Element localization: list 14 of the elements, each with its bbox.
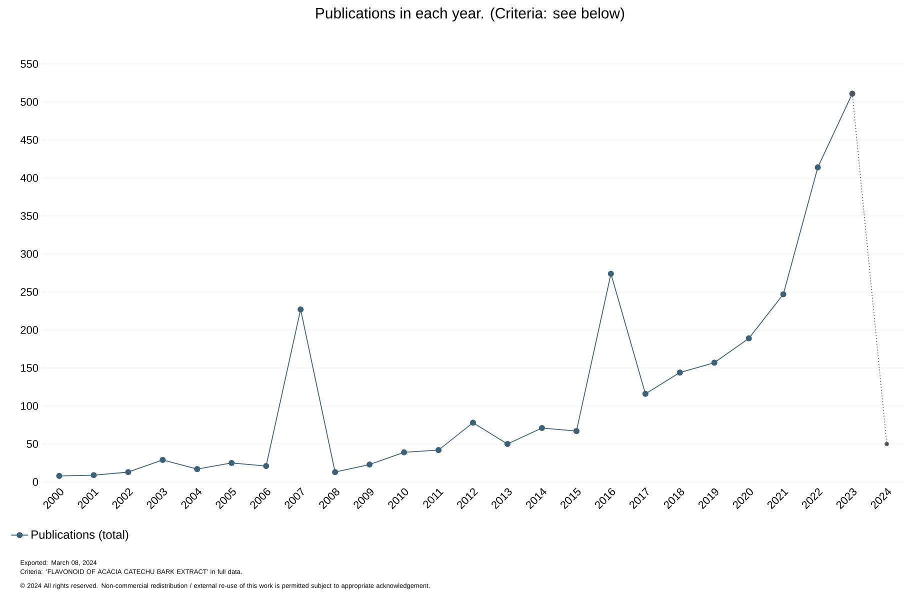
y-tick-label: 100 — [21, 402, 38, 410]
y-tick-label: 0 — [32, 478, 38, 486]
y-tick-label: 50 — [26, 440, 38, 448]
y-tick-label: 250 — [20, 288, 38, 296]
y-tick-label: 150 — [21, 364, 38, 372]
y-tick-label: 350 — [20, 212, 38, 220]
y-tick-label: 300 — [20, 250, 38, 258]
legend-label: Publications (total) — [32, 530, 128, 542]
y-tick-label: 400 — [20, 174, 38, 182]
y-tick-label: 450 — [20, 136, 38, 144]
y-tick-label: 500 — [20, 98, 38, 106]
y-tick-label: 200 — [20, 326, 38, 334]
y-tick-label: 550 — [20, 60, 38, 68]
chart-title: Publications in each year. (Criteria: see below) — [316, 8, 624, 22]
